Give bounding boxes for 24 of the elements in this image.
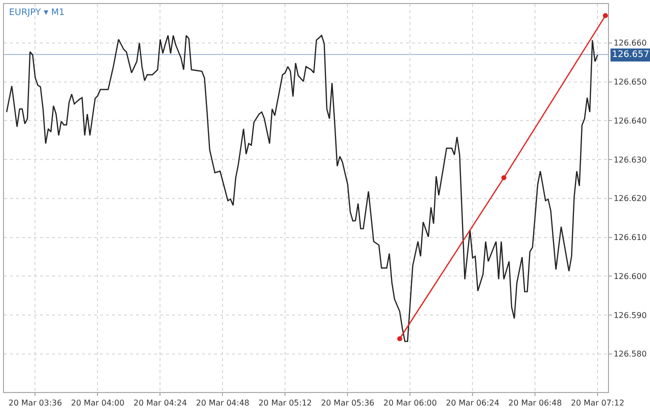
chart-title: EURJPY ▾ M1 <box>9 8 65 18</box>
x-tick-label: 20 Mar 03:36 <box>8 398 62 408</box>
y-tick-label: 126.630 <box>614 155 647 164</box>
x-tick-label: 20 Mar 06:24 <box>446 398 500 408</box>
x-tick-label: 20 Mar 04:24 <box>134 398 187 408</box>
x-tick-label: 20 Mar 05:12 <box>258 398 312 408</box>
y-tick-label: 126.660 <box>614 38 647 48</box>
y-tick-label: 126.610 <box>614 233 647 242</box>
y-tick-label: 126.600 <box>614 272 647 281</box>
x-tick-label: 20 Mar 04:48 <box>196 398 250 408</box>
ref-line-label: 126.657 <box>612 50 650 60</box>
point <box>501 175 506 180</box>
x-tick-label: 20 Mar 06:48 <box>508 398 562 408</box>
y-tick-label: 126.650 <box>614 78 647 87</box>
x-tick-label: 20 Mar 05:36 <box>320 398 374 408</box>
x-tick-label: 20 Mar 07:12 <box>570 398 624 408</box>
x-tick-label: 20 Mar 04:00 <box>71 398 124 408</box>
y-tick-label: 126.590 <box>614 310 647 320</box>
y-tick-label: 126.580 <box>614 350 647 359</box>
x-tick-label: 20 Mar 06:00 <box>383 398 437 408</box>
point <box>397 336 402 342</box>
y-tick-label: 126.620 <box>614 194 647 204</box>
point <box>602 13 608 18</box>
y-tick-label: 126.640 <box>614 116 647 126</box>
